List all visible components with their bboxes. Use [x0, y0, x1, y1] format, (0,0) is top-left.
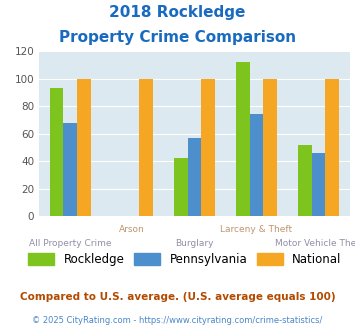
Bar: [50, 88, 63, 216]
Bar: [326, 79, 339, 216]
Bar: [201, 79, 215, 216]
Bar: [263, 79, 277, 216]
Bar: [77, 79, 91, 216]
Bar: [250, 115, 263, 216]
Text: All Property Crime: All Property Crime: [29, 239, 111, 248]
Text: Motor Vehicle Theft: Motor Vehicle Theft: [275, 239, 355, 248]
Text: Compared to U.S. average. (U.S. average equals 100): Compared to U.S. average. (U.S. average …: [20, 292, 335, 302]
Text: Burglary: Burglary: [175, 239, 214, 248]
Bar: [139, 79, 153, 216]
Text: Property Crime Comparison: Property Crime Comparison: [59, 30, 296, 45]
Text: Larceny & Theft: Larceny & Theft: [220, 225, 293, 234]
Text: © 2025 CityRating.com - https://www.cityrating.com/crime-statistics/: © 2025 CityRating.com - https://www.city…: [32, 316, 323, 325]
Bar: [174, 158, 187, 216]
Bar: [298, 145, 312, 216]
Bar: [187, 138, 201, 216]
Bar: [312, 153, 326, 216]
Text: 2018 Rockledge: 2018 Rockledge: [109, 5, 246, 20]
Bar: [236, 62, 250, 216]
Bar: [63, 123, 77, 216]
Legend: Rockledge, Pennsylvania, National: Rockledge, Pennsylvania, National: [24, 248, 346, 271]
Text: Arson: Arson: [119, 225, 145, 234]
